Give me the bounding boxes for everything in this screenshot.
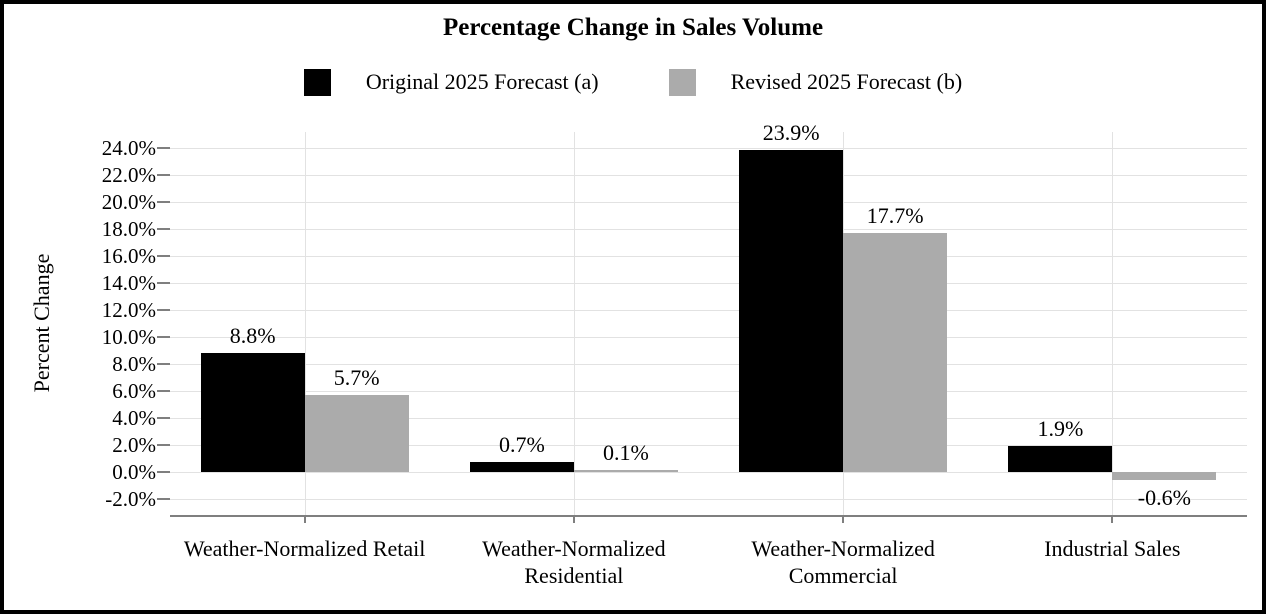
gridline-horizontal: [170, 363, 1247, 365]
y-tick-mark: [157, 201, 170, 204]
bar-value-label: 8.8%: [229, 323, 276, 349]
gridline-horizontal: [170, 202, 1247, 204]
bar: [1112, 471, 1217, 480]
x-category-label: Industrial Sales: [1044, 536, 1181, 561]
legend: Original 2025 Forecast (a) Revised 2025 …: [4, 66, 1262, 98]
y-tick-label: 6.0%: [112, 378, 156, 403]
x-category-label: Weather-Normalized Residential: [482, 536, 666, 588]
y-tick-label: 24.0%: [101, 136, 156, 161]
gridline-horizontal: [170, 336, 1247, 338]
bar: [304, 394, 409, 472]
y-tick-mark: [157, 470, 170, 473]
bar-value-label: 0.1%: [602, 440, 649, 466]
y-tick-mark: [157, 443, 170, 446]
x-tick-mark: [1111, 515, 1114, 523]
gridline-horizontal: [170, 148, 1247, 150]
x-category-label: Weather-Normalized Commercial: [751, 536, 935, 588]
gridline-horizontal: [170, 390, 1247, 392]
bar-value-label: 23.9%: [762, 119, 820, 145]
bar: [1008, 446, 1113, 472]
gridline-horizontal: [170, 417, 1247, 419]
bar-value-label: 5.7%: [333, 364, 380, 390]
bar: [200, 353, 305, 472]
y-tick-label: 0.0%: [112, 459, 156, 484]
y-tick-label: 8.0%: [112, 351, 156, 376]
y-tick-label: -2.0%: [105, 486, 156, 511]
legend-label-original: Original 2025 Forecast (a): [365, 69, 599, 94]
y-tick-mark: [157, 174, 170, 177]
gridline-horizontal: [170, 498, 1247, 500]
bar-value-label: 0.7%: [498, 432, 545, 458]
y-tick-label: 10.0%: [101, 324, 156, 349]
gridline-horizontal: [170, 229, 1247, 231]
y-tick-mark: [157, 497, 170, 500]
plot-area: 8.8% 5.7% 0.7% 0.1% 23.9% 17.7% 1.9% -0.6%: [170, 120, 1247, 517]
y-tick-label: 12.0%: [101, 298, 156, 322]
y-tick-mark: [157, 228, 170, 231]
x-tick-mark: [572, 515, 575, 523]
y-tick-mark: [157, 147, 170, 150]
y-tick-mark: [157, 389, 170, 392]
y-tick-mark: [157, 309, 170, 311]
gridline-horizontal: [170, 444, 1247, 446]
legend-swatch-revised-icon: [668, 68, 696, 96]
y-tick-label: 2.0%: [112, 432, 156, 457]
legend-item-original: Original 2025 Forecast (a): [303, 68, 599, 96]
y-tick-label: 20.0%: [101, 190, 156, 215]
bar: [843, 233, 948, 472]
y-tick-mark: [157, 255, 170, 258]
y-tick-mark: [157, 335, 170, 338]
y-tick-mark: [157, 282, 170, 285]
bar-value-label: 1.9%: [1037, 416, 1084, 442]
legend-label-revised: Revised 2025 Forecast (b): [730, 69, 963, 94]
gridline-vertical: [573, 132, 575, 515]
gridline-horizontal: [170, 471, 1247, 473]
y-tick-label: 22.0%: [101, 163, 156, 188]
x-tick-mark: [303, 515, 306, 523]
bar-value-label: -0.6%: [1137, 484, 1191, 510]
legend-item-revised: Revised 2025 Forecast (b): [668, 68, 963, 96]
bar: [739, 149, 844, 472]
gridline-horizontal: [170, 175, 1247, 177]
y-tick-label: 14.0%: [101, 271, 156, 296]
gridline-vertical: [1112, 132, 1114, 515]
bar: [469, 462, 574, 472]
y-tick-label: 4.0%: [112, 405, 156, 430]
y-tick-label: 16.0%: [101, 244, 156, 269]
x-axis-line: [170, 515, 1247, 517]
x-category-label: Weather-Normalized Retail: [183, 536, 426, 561]
gridline-horizontal: [170, 256, 1247, 258]
x-tick-mark: [842, 515, 845, 523]
gridline-horizontal: [170, 310, 1247, 311]
legend-swatch-original-icon: [303, 68, 331, 96]
y-tick-label: 18.0%: [101, 217, 156, 242]
gridline-vertical: [304, 132, 306, 515]
y-tick-mark: [157, 362, 170, 365]
chart-title: Percentage Change in Sales Volume: [442, 14, 824, 41]
gridline-horizontal: [170, 283, 1247, 285]
bar-value-label: 17.7%: [866, 203, 924, 229]
y-tick-mark: [157, 416, 170, 419]
bar: [573, 470, 678, 472]
